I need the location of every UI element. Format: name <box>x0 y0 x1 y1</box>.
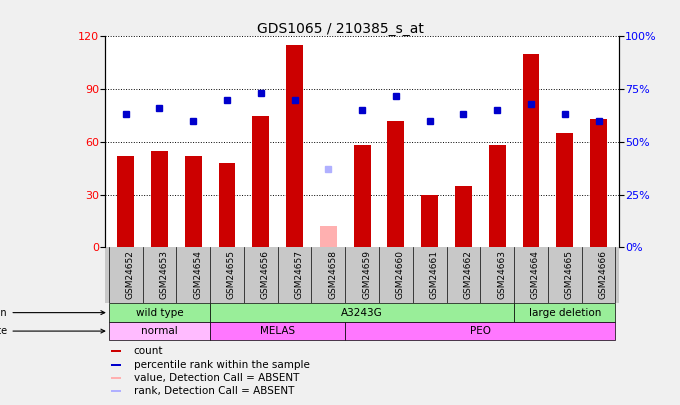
Bar <box>210 322 345 340</box>
Bar <box>109 322 210 340</box>
Bar <box>421 195 438 247</box>
Bar <box>345 322 615 340</box>
Bar <box>320 226 337 247</box>
Bar <box>117 156 134 247</box>
Text: GSM24664: GSM24664 <box>531 250 540 299</box>
Text: genotype/variation: genotype/variation <box>0 308 105 318</box>
Bar <box>522 54 539 247</box>
Bar <box>218 163 235 247</box>
Text: GSM24660: GSM24660 <box>396 250 405 299</box>
Text: GSM24653: GSM24653 <box>159 250 169 299</box>
Bar <box>489 145 506 247</box>
Text: rank, Detection Call = ABSENT: rank, Detection Call = ABSENT <box>134 386 294 396</box>
Bar <box>111 377 121 379</box>
Bar <box>185 156 202 247</box>
Text: GSM24661: GSM24661 <box>430 250 439 299</box>
Text: percentile rank within the sample: percentile rank within the sample <box>134 360 309 370</box>
Bar <box>286 45 303 247</box>
Text: PEO: PEO <box>470 326 491 336</box>
Text: GSM24656: GSM24656 <box>260 250 270 299</box>
Bar <box>111 390 121 392</box>
Text: GSM24652: GSM24652 <box>126 250 135 299</box>
Bar <box>556 133 573 247</box>
Text: large deletion: large deletion <box>528 308 601 318</box>
Bar <box>354 145 371 247</box>
Text: disease state: disease state <box>0 326 105 336</box>
Text: GSM24658: GSM24658 <box>328 250 337 299</box>
Bar <box>252 115 269 247</box>
Bar <box>111 350 121 352</box>
Text: GSM24666: GSM24666 <box>598 250 607 299</box>
Bar <box>210 303 514 322</box>
Text: GSM24665: GSM24665 <box>565 250 574 299</box>
Bar <box>109 303 210 322</box>
Bar <box>388 121 405 247</box>
Text: GSM24659: GSM24659 <box>362 250 371 299</box>
Text: count: count <box>134 346 163 356</box>
Text: wild type: wild type <box>135 308 183 318</box>
Text: GDS1065 / 210385_s_at: GDS1065 / 210385_s_at <box>256 22 424 36</box>
Text: A3243G: A3243G <box>341 308 383 318</box>
Text: GSM24663: GSM24663 <box>497 250 506 299</box>
Text: GSM24655: GSM24655 <box>227 250 236 299</box>
Bar <box>455 186 472 247</box>
Text: GSM24654: GSM24654 <box>193 250 202 299</box>
Text: value, Detection Call = ABSENT: value, Detection Call = ABSENT <box>134 373 299 383</box>
Text: MELAS: MELAS <box>260 326 295 336</box>
Bar <box>590 119 607 247</box>
Text: GSM24662: GSM24662 <box>464 250 473 299</box>
Bar <box>151 151 168 247</box>
Bar <box>111 364 121 366</box>
Text: normal: normal <box>141 326 177 336</box>
Bar <box>514 303 615 322</box>
Text: GSM24657: GSM24657 <box>294 250 303 299</box>
